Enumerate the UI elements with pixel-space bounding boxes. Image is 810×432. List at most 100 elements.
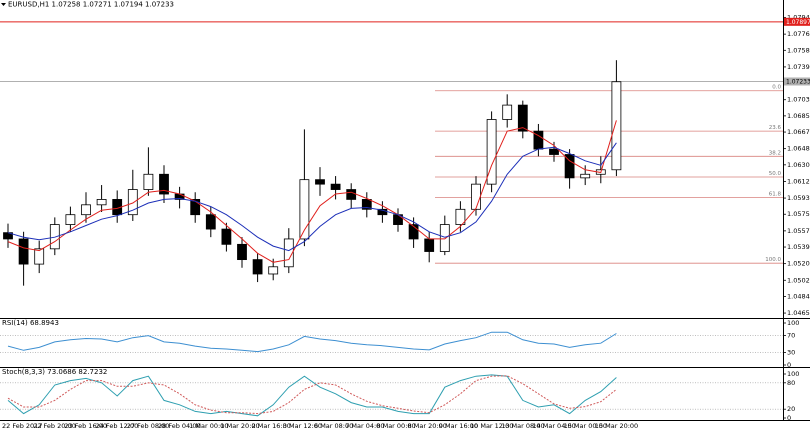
candle-body (237, 243, 247, 261)
x-tick-label: 13 Mar 08:00 (501, 422, 544, 430)
candle-body (330, 183, 341, 190)
x-tick-label: 1 Mar 20:00 (220, 422, 259, 430)
candle-body (315, 179, 325, 185)
y-tick-label: 1.07945 (787, 14, 810, 22)
y-tick-label: 1.0557 (787, 227, 810, 235)
y-tick-label: 1.05205 (787, 260, 810, 268)
fib-label: 38.2 (769, 150, 781, 156)
x-tick-label: 23 Feb 16:00 (64, 422, 107, 430)
y-tick-label: 1.05935 (787, 194, 810, 202)
y-tick-label: 100 (787, 319, 799, 327)
candle-body (299, 179, 310, 240)
candle-body (252, 259, 263, 275)
candle-body (283, 238, 294, 268)
x-tick-label: 7 Mar 04:00 (345, 422, 384, 430)
x-tick-label: 8 Mar 00:00 (376, 422, 415, 430)
fib-label: 23.6 (769, 125, 782, 131)
y-tick-label: 1.06305 (787, 161, 810, 169)
y-tick-label: 0 (787, 414, 791, 422)
y-tick-label: 30 (787, 348, 795, 356)
candle-body (65, 214, 76, 225)
title-icon (1, 3, 6, 6)
x-tick-label: 9 Mar 16:00 (439, 422, 478, 430)
candle-body (127, 189, 138, 216)
candle-body (580, 173, 591, 179)
y-tick-label: 1.06485 (787, 145, 810, 153)
price-level-box (784, 77, 810, 86)
indicator-line (7, 120, 617, 263)
price-level-label: 1.07897 (786, 19, 810, 26)
x-tick-label: 15 Mar 20:00 (595, 422, 638, 430)
candle-body (221, 228, 232, 245)
y-tick-label: 1.0484 (787, 292, 810, 300)
fib-label: 50.0 (769, 171, 782, 177)
y-tick-label: 20 (787, 405, 795, 413)
candle-body (502, 104, 513, 120)
stoch-title: Stoch(8,3,3) 73.0686 82.7232 (2, 368, 107, 376)
chart-title: EURUSD,H1 1.07258 1.07271 1.07194 1.0723… (8, 1, 174, 9)
candle-body (439, 224, 450, 252)
candle-body (81, 204, 91, 216)
candle-body (564, 154, 575, 179)
y-tick-label: 1.05755 (787, 210, 810, 218)
indicator-line (7, 142, 617, 252)
y-tick-label: 1.0667 (787, 128, 810, 136)
x-tick-label: 28 Feb 04:00 (158, 422, 201, 430)
candle-body (486, 119, 497, 185)
y-tick-label: 100 (787, 370, 799, 378)
candle-body (18, 238, 29, 265)
fib-label: 100.0 (765, 257, 781, 263)
x-tick-label: 2 Mar 16:00 (252, 422, 291, 430)
candle-body (205, 214, 216, 230)
y-tick-label: 1.07395 (787, 63, 810, 71)
fib-label: 0.0 (772, 85, 781, 91)
price-level-box (784, 17, 810, 26)
candle-body (517, 104, 528, 132)
x-tick-label: 3 Mar 12:00 (283, 422, 322, 430)
candle-body (34, 248, 45, 265)
candle-body (3, 232, 13, 240)
indicator-line (7, 375, 617, 415)
candle-body (408, 224, 419, 240)
candle-body (611, 81, 622, 171)
y-tick-label: 1.0758 (787, 46, 810, 54)
x-tick-label: 22 Feb 2017 (2, 422, 42, 430)
fib-label: 61.8 (769, 192, 782, 198)
x-tick-label: 1 Mar 00:00 (189, 422, 228, 430)
y-tick-label: 80 (787, 379, 795, 387)
candle-body (346, 189, 357, 200)
y-tick-label: 1.0703 (787, 96, 810, 104)
x-tick-label: 15 Mar 00:00 (564, 422, 607, 430)
y-tick-label: 70 (787, 332, 795, 340)
x-tick-label: 6 Mar 08:00 (314, 422, 353, 430)
indicator-line (7, 374, 617, 417)
y-tick-label: 1.0612 (787, 177, 810, 185)
x-tick-label: 8 Mar 20:00 (408, 422, 447, 430)
rsi-title: RSI(14) 68.8943 (2, 319, 59, 327)
indicator-line (7, 331, 617, 353)
price-level-label: 1.07233 (786, 78, 810, 85)
candle-body (96, 199, 107, 206)
x-tick-label: 14 Mar 04:00 (532, 422, 575, 430)
candle-body (159, 173, 169, 195)
candle-body (471, 183, 481, 210)
y-tick-label: 1.0685 (787, 112, 810, 120)
x-tick-label: 22 Feb 20:00 (33, 422, 76, 430)
candle-body (455, 208, 466, 225)
y-tick-label: 1.04655 (787, 309, 810, 317)
y-tick-label: 0 (787, 361, 791, 369)
candle-body (361, 199, 372, 210)
candle-body (268, 266, 279, 275)
candle-body (549, 148, 559, 155)
x-tick-label: 24 Feb 12:00 (96, 422, 139, 430)
y-tick-label: 1.0776 (787, 30, 810, 38)
y-tick-label: 1.0502 (787, 276, 810, 284)
candle-body (190, 199, 201, 216)
x-tick-label: 10 Mar 12:00 (470, 422, 513, 430)
candle-body (424, 238, 435, 252)
x-tick-label: 27 Feb 08:00 (127, 422, 170, 430)
candle-body (143, 173, 154, 190)
y-tick-label: 1.0539 (787, 243, 810, 251)
